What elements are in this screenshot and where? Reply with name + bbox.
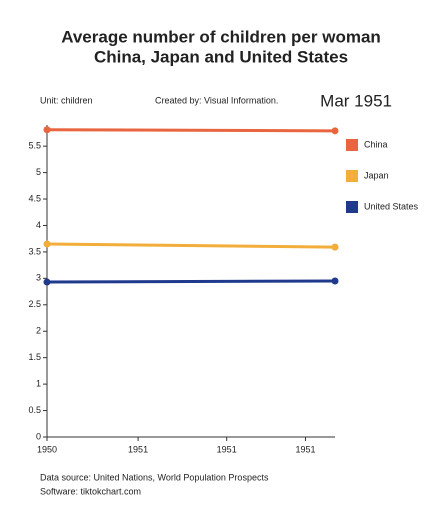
x-tick-label: 1951 <box>128 444 148 454</box>
point <box>331 127 339 135</box>
source-note: Data source: United Nations, World Popul… <box>40 472 269 482</box>
y-tick-label: 4 <box>36 220 41 230</box>
chart-subtitle: China, Japan and United States <box>94 47 348 66</box>
date-label: Mar 1951 <box>320 91 392 110</box>
unit-label: Unit: children <box>40 95 93 105</box>
y-tick-label: 4.5 <box>28 193 41 203</box>
series-line <box>46 242 336 249</box>
x-tick-label: 1951 <box>217 444 237 454</box>
x-tick-label: 1951 <box>295 444 315 454</box>
point <box>331 243 339 251</box>
y-tick-label: 1 <box>36 378 41 388</box>
credit: Created by: Visual Information. <box>155 95 278 105</box>
y-tick-label: 5.5 <box>28 141 41 151</box>
chart-title: Average number of children per woman <box>61 27 381 46</box>
y-tick-label: 2.5 <box>28 299 41 309</box>
legend-label: Japan <box>364 170 389 180</box>
legend-label: China <box>364 139 388 149</box>
y-tick-label: 0 <box>36 431 41 441</box>
y-tick-label: 3 <box>36 273 41 283</box>
legend-swatch <box>346 170 358 182</box>
point <box>43 240 51 248</box>
y-tick-label: 0.5 <box>28 405 41 415</box>
legend-swatch <box>346 139 358 151</box>
y-tick-label: 1.5 <box>28 352 41 362</box>
series-line <box>46 279 336 284</box>
y-tick-label: 5 <box>36 167 41 177</box>
y-tick-label: 2 <box>36 326 41 336</box>
point <box>43 278 51 286</box>
x-tick-label: 1950 <box>37 444 57 454</box>
legend-label: United States <box>364 201 419 211</box>
y-tick-label: 3.5 <box>28 246 41 256</box>
point <box>331 277 339 285</box>
point <box>43 126 51 134</box>
series-line <box>46 128 336 133</box>
software-note: Software: tiktokchart.com <box>40 486 141 496</box>
legend-swatch <box>346 201 358 213</box>
